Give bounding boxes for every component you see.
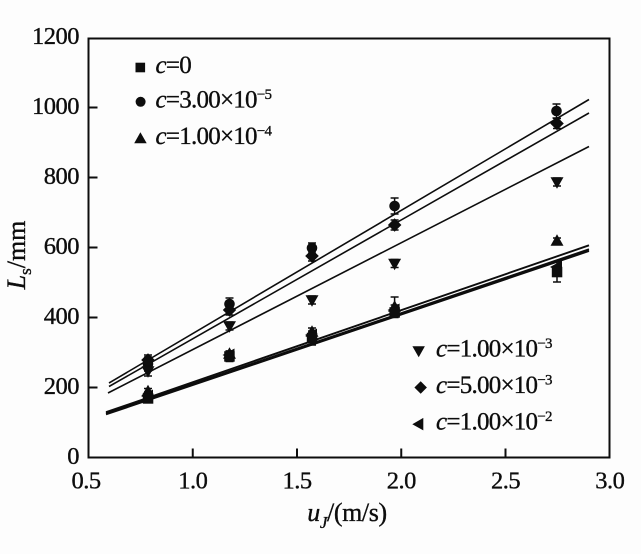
svg-text:1.0: 1.0 [178, 468, 207, 495]
svg-text:c=3.00×10−5: c=3.00×10−5 [156, 87, 272, 114]
svg-text:c=1.00×10−2: c=1.00×10−2 [436, 409, 552, 436]
svg-text:600: 600 [44, 233, 80, 260]
svg-text:3.0: 3.0 [595, 468, 624, 495]
svg-text:400: 400 [44, 303, 80, 330]
svg-text:1200: 1200 [32, 23, 79, 50]
svg-text:c=0: c=0 [156, 52, 192, 79]
svg-text:c=1.00×10−4: c=1.00×10−4 [156, 123, 273, 150]
svg-text:0: 0 [67, 443, 79, 470]
svg-text:Ls/mm: Ls/mm [2, 221, 35, 291]
svg-text:c=5.00×10−3: c=5.00×10−3 [436, 372, 552, 399]
svg-text:2.5: 2.5 [491, 468, 520, 495]
svg-text:1000: 1000 [32, 93, 79, 120]
svg-text:1.5: 1.5 [282, 468, 311, 495]
svg-text:800: 800 [44, 163, 80, 190]
svg-text:uJ/(m/s): uJ/(m/s) [307, 498, 386, 532]
svg-text:2.0: 2.0 [387, 468, 416, 495]
svg-text:0.5: 0.5 [71, 468, 100, 495]
svg-text:200: 200 [44, 373, 80, 400]
svg-text:c=1.00×10−3: c=1.00×10−3 [436, 336, 552, 363]
